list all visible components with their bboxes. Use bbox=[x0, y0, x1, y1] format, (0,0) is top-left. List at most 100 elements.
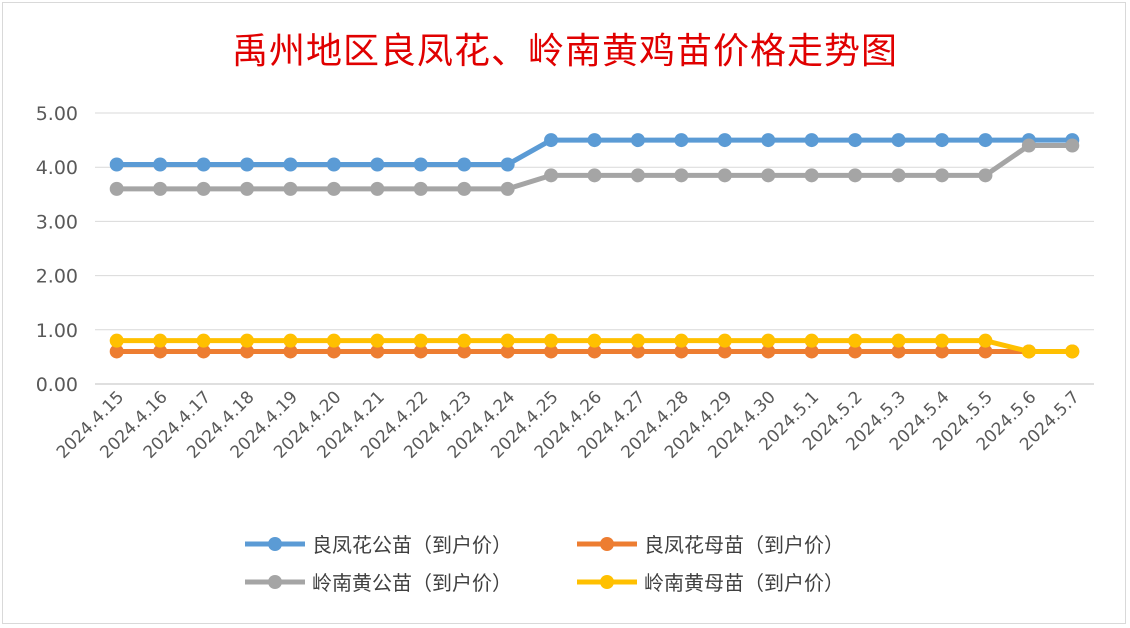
y-tick-label: 3.00 bbox=[36, 211, 78, 233]
data-point bbox=[413, 157, 428, 172]
data-point bbox=[283, 344, 298, 359]
data-point bbox=[717, 133, 732, 148]
gridlines bbox=[95, 112, 1094, 385]
data-point bbox=[109, 333, 124, 348]
data-point bbox=[891, 133, 906, 148]
data-point bbox=[1065, 138, 1080, 153]
data-point bbox=[630, 168, 645, 183]
data-point bbox=[500, 333, 515, 348]
legend-label: 岭南黄母苗（到户价） bbox=[644, 571, 844, 595]
data-point bbox=[761, 333, 776, 348]
data-point bbox=[587, 344, 602, 359]
data-point bbox=[457, 333, 472, 348]
data-point bbox=[153, 181, 168, 196]
data-point bbox=[457, 157, 472, 172]
data-point bbox=[153, 344, 168, 359]
data-point bbox=[761, 344, 776, 359]
data-point bbox=[804, 344, 819, 359]
data-point bbox=[457, 181, 472, 196]
data-point bbox=[326, 344, 341, 359]
data-point bbox=[153, 157, 168, 172]
series-0 bbox=[109, 133, 1080, 172]
data-point bbox=[457, 344, 472, 359]
data-point bbox=[240, 157, 255, 172]
data-point bbox=[109, 344, 124, 359]
y-tick-label: 0.00 bbox=[36, 374, 78, 396]
legend-marker bbox=[600, 537, 614, 551]
data-point bbox=[674, 333, 689, 348]
data-point bbox=[326, 181, 341, 196]
data-point bbox=[1065, 344, 1080, 359]
data-point bbox=[717, 168, 732, 183]
legend: 良凤花公苗（到户价） 良凤花母苗（到户价） 岭南黄公苗（到户价） 岭南黄母苗（到户价） bbox=[245, 533, 844, 595]
y-tick-label: 5.00 bbox=[36, 103, 78, 125]
series-2 bbox=[109, 138, 1080, 196]
data-point bbox=[283, 181, 298, 196]
legend-label: 岭南黄公苗（到户价） bbox=[312, 571, 512, 595]
legend-marker bbox=[268, 537, 282, 551]
data-point bbox=[500, 157, 515, 172]
data-point bbox=[804, 133, 819, 148]
data-point bbox=[891, 168, 906, 183]
data-point bbox=[934, 168, 949, 183]
legend-marker bbox=[268, 575, 282, 589]
data-point bbox=[196, 344, 211, 359]
data-point bbox=[848, 133, 863, 148]
data-point bbox=[891, 344, 906, 359]
data-point bbox=[587, 333, 602, 348]
data-point bbox=[370, 181, 385, 196]
legend-item: 岭南黄公苗（到户价） bbox=[245, 571, 512, 595]
data-point bbox=[761, 133, 776, 148]
y-tick-label: 1.00 bbox=[36, 320, 78, 342]
data-point bbox=[848, 168, 863, 183]
data-point bbox=[544, 133, 559, 148]
legend-label: 良凤花公苗（到户价） bbox=[312, 533, 512, 557]
data-point bbox=[630, 333, 645, 348]
data-point bbox=[978, 344, 993, 359]
data-point bbox=[674, 344, 689, 359]
data-point bbox=[804, 333, 819, 348]
data-point bbox=[978, 333, 993, 348]
data-point bbox=[544, 344, 559, 359]
data-point bbox=[761, 168, 776, 183]
data-point bbox=[370, 157, 385, 172]
data-point bbox=[848, 344, 863, 359]
data-point bbox=[283, 157, 298, 172]
data-point bbox=[717, 344, 732, 359]
legend-item: 良凤花公苗（到户价） bbox=[245, 533, 512, 557]
data-point bbox=[1021, 344, 1036, 359]
data-point bbox=[413, 181, 428, 196]
series-3 bbox=[109, 333, 1080, 359]
data-point bbox=[848, 333, 863, 348]
data-point bbox=[196, 333, 211, 348]
series-lines bbox=[109, 133, 1080, 359]
data-point bbox=[934, 333, 949, 348]
data-point bbox=[153, 333, 168, 348]
data-point bbox=[109, 157, 124, 172]
data-point bbox=[196, 181, 211, 196]
data-point bbox=[674, 133, 689, 148]
data-point bbox=[370, 344, 385, 359]
data-point bbox=[587, 168, 602, 183]
data-point bbox=[1021, 138, 1036, 153]
data-point bbox=[413, 333, 428, 348]
x-axis-ticks: 2024.4.152024.4.162024.4.172024.4.182024… bbox=[53, 387, 1084, 462]
legend-item: 岭南黄母苗（到户价） bbox=[577, 571, 844, 595]
data-point bbox=[109, 181, 124, 196]
data-point bbox=[978, 168, 993, 183]
data-point bbox=[413, 344, 428, 359]
legend-label: 良凤花母苗（到户价） bbox=[644, 533, 844, 557]
data-point bbox=[240, 333, 255, 348]
y-axis-ticks: 0.00 1.00 2.00 3.00 4.00 5.00 bbox=[36, 103, 78, 396]
data-point bbox=[891, 333, 906, 348]
y-tick-label: 2.00 bbox=[36, 266, 78, 288]
data-point bbox=[717, 333, 732, 348]
data-point bbox=[674, 168, 689, 183]
data-point bbox=[804, 168, 819, 183]
data-point bbox=[283, 333, 298, 348]
data-point bbox=[500, 181, 515, 196]
data-point bbox=[500, 344, 515, 359]
data-point bbox=[196, 157, 211, 172]
